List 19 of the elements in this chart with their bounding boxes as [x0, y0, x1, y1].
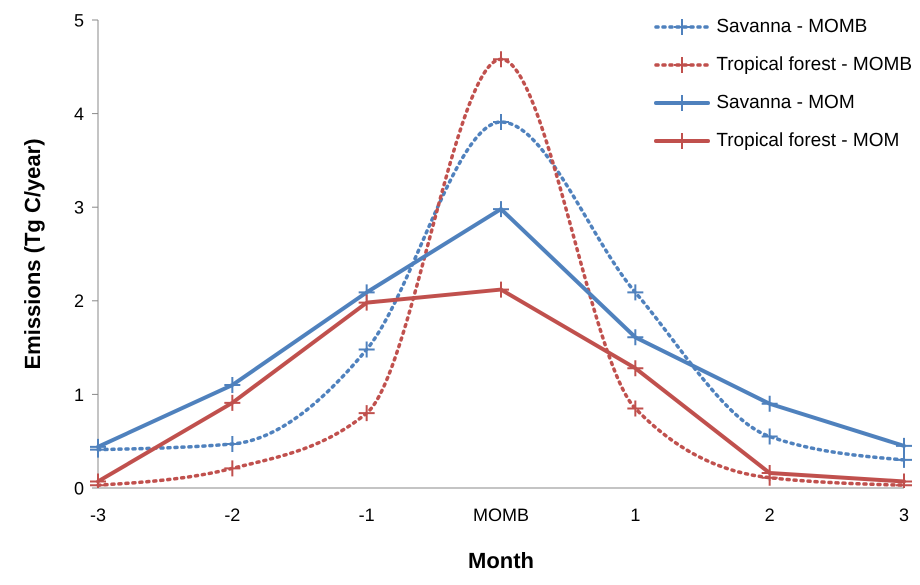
x-tick-label: -3 [90, 504, 106, 525]
x-axis-title: Month [468, 548, 534, 573]
legend-label: Tropical forest - MOM [716, 130, 900, 152]
y-tick-label: 3 [74, 198, 84, 218]
legend-label: Tropical forest - MOMB [716, 54, 912, 76]
x-tick-label: -1 [358, 504, 375, 525]
y-axis-title: Emissions (Tg C/year) [20, 138, 45, 370]
y-tick-label: 1 [74, 384, 84, 405]
x-tick-label: 1 [630, 504, 640, 525]
y-tick-label: 0 [74, 478, 84, 498]
x-tick-label: MOMB [473, 504, 529, 525]
y-tick-label: 4 [74, 104, 84, 124]
legend-label: Savanna - MOMB [716, 16, 868, 38]
x-tick-label: 2 [764, 504, 775, 525]
y-tick-label: 5 [74, 10, 84, 30]
legend-label: Savanna - MOM [716, 92, 855, 114]
x-tick-label: 3 [898, 504, 910, 525]
y-tick-label: 2 [74, 291, 84, 312]
x-tick-label: -2 [224, 504, 240, 525]
